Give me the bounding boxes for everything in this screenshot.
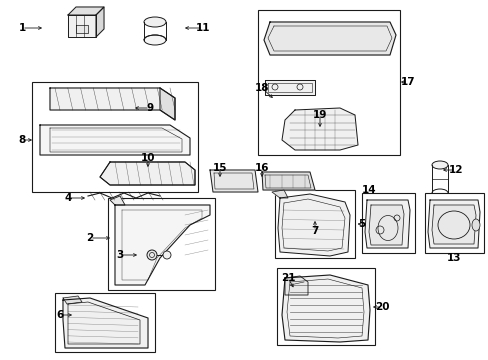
Text: 6: 6 [56,310,63,320]
Bar [258,10,399,155]
Bar [424,193,483,253]
Text: 15: 15 [212,163,227,173]
Bar [32,82,198,192]
Bar [276,268,374,345]
Text: 18: 18 [254,83,269,93]
Polygon shape [50,88,175,120]
Text: 8: 8 [19,135,25,145]
Polygon shape [364,200,409,248]
Text: 10: 10 [141,153,155,163]
Text: 19: 19 [312,110,326,120]
Polygon shape [40,125,190,155]
Polygon shape [278,194,349,256]
Polygon shape [368,205,403,245]
Text: 2: 2 [86,233,93,243]
Text: 12: 12 [448,165,462,175]
Polygon shape [96,7,104,37]
Text: 14: 14 [361,185,376,195]
Text: 21: 21 [280,273,295,283]
Circle shape [163,251,171,259]
Bar [361,193,414,253]
Ellipse shape [471,219,479,231]
Polygon shape [76,25,88,33]
Text: 7: 7 [311,226,318,236]
Polygon shape [285,276,307,295]
Ellipse shape [143,17,165,27]
Polygon shape [63,296,82,304]
Polygon shape [100,162,195,185]
Text: 16: 16 [254,163,269,173]
Polygon shape [264,22,395,55]
Polygon shape [68,7,104,15]
Bar [108,198,215,290]
Circle shape [147,250,157,260]
Text: 17: 17 [400,77,414,87]
Text: 13: 13 [446,253,460,263]
Polygon shape [282,108,357,150]
Ellipse shape [431,161,447,169]
Polygon shape [282,275,369,342]
Polygon shape [160,88,175,120]
Polygon shape [431,205,475,244]
Polygon shape [63,298,148,348]
Text: 9: 9 [146,103,153,113]
Text: 3: 3 [116,250,123,260]
Text: 4: 4 [64,193,72,203]
Ellipse shape [143,35,165,45]
Text: 20: 20 [374,302,388,312]
Polygon shape [209,170,258,192]
Polygon shape [271,190,287,198]
Bar [55,293,155,352]
Polygon shape [68,15,96,37]
Polygon shape [262,172,314,190]
Polygon shape [264,80,314,95]
Polygon shape [427,200,479,248]
Text: 5: 5 [358,219,365,229]
Bar [274,190,354,258]
Polygon shape [115,205,209,285]
Polygon shape [110,196,125,205]
Text: 11: 11 [195,23,210,33]
Text: 1: 1 [19,23,25,33]
